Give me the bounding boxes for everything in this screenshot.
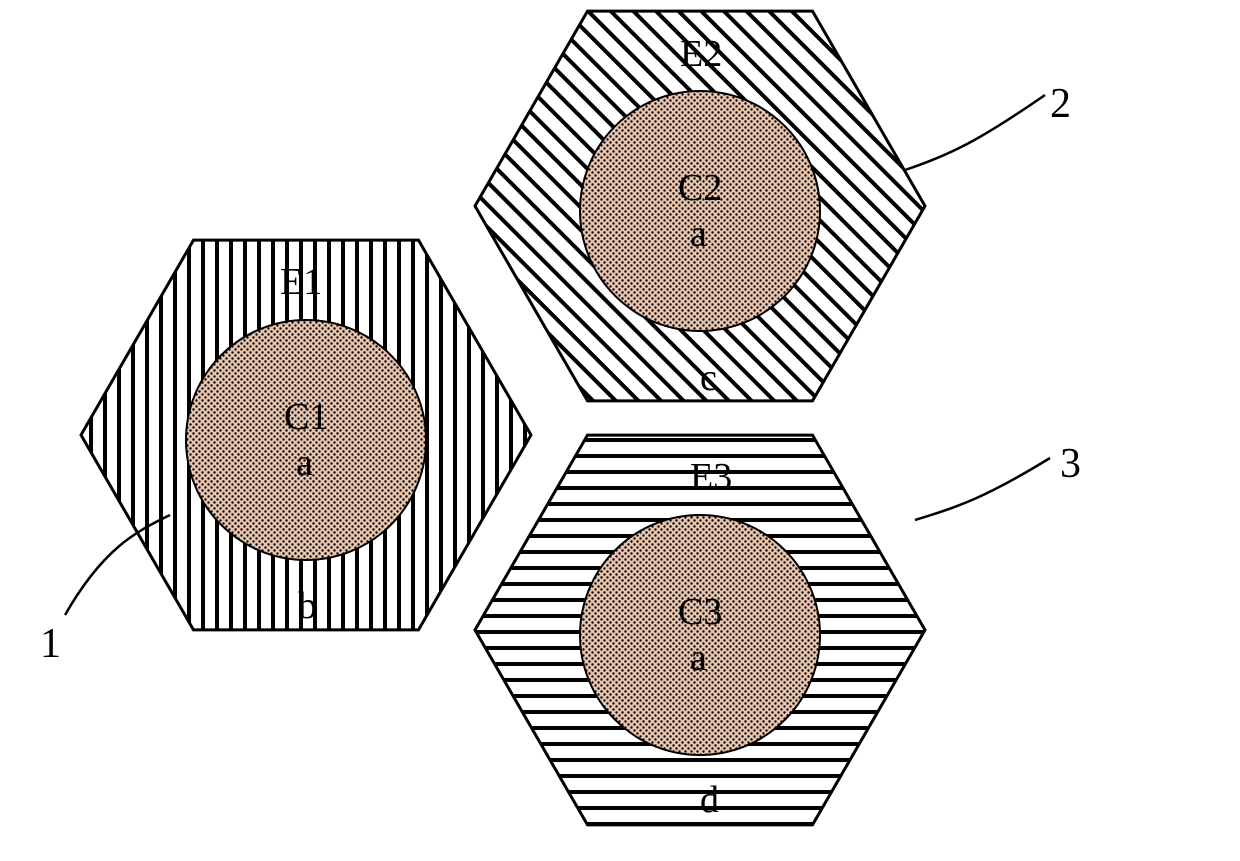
- callout-c2-leader: [905, 95, 1045, 170]
- hex1-center-circle: [186, 320, 426, 560]
- hex1-circle-sublabel: a: [296, 441, 313, 485]
- hex1-label-bottom: b: [298, 584, 317, 628]
- hex2-circle-sublabel: a: [690, 212, 707, 256]
- hex3-label-bottom: d: [700, 778, 719, 822]
- hex3-circle-label: C3: [678, 590, 722, 634]
- callout-c3-label: 3: [1060, 440, 1081, 488]
- hex2-label-top: E2: [680, 32, 722, 76]
- callout-c3-leader: [915, 458, 1050, 520]
- hex1-label-top: E1: [280, 260, 322, 304]
- diagram-svg: [0, 0, 1240, 861]
- callout-c2-label: 2: [1050, 80, 1071, 128]
- callout-c1-label: 1: [40, 620, 61, 668]
- hex3-circle-sublabel: a: [690, 636, 707, 680]
- hex3-center-circle: [580, 515, 820, 755]
- hex2-label-bottom: c: [700, 356, 717, 400]
- hex3-label-top: E3: [690, 455, 732, 499]
- hex1-circle-label: C1: [284, 395, 328, 439]
- hex2-center-circle: [580, 91, 820, 331]
- diagram-canvas: E1bC1aE2cC2aE3dC3a123: [0, 0, 1240, 861]
- hex2-circle-label: C2: [678, 166, 722, 210]
